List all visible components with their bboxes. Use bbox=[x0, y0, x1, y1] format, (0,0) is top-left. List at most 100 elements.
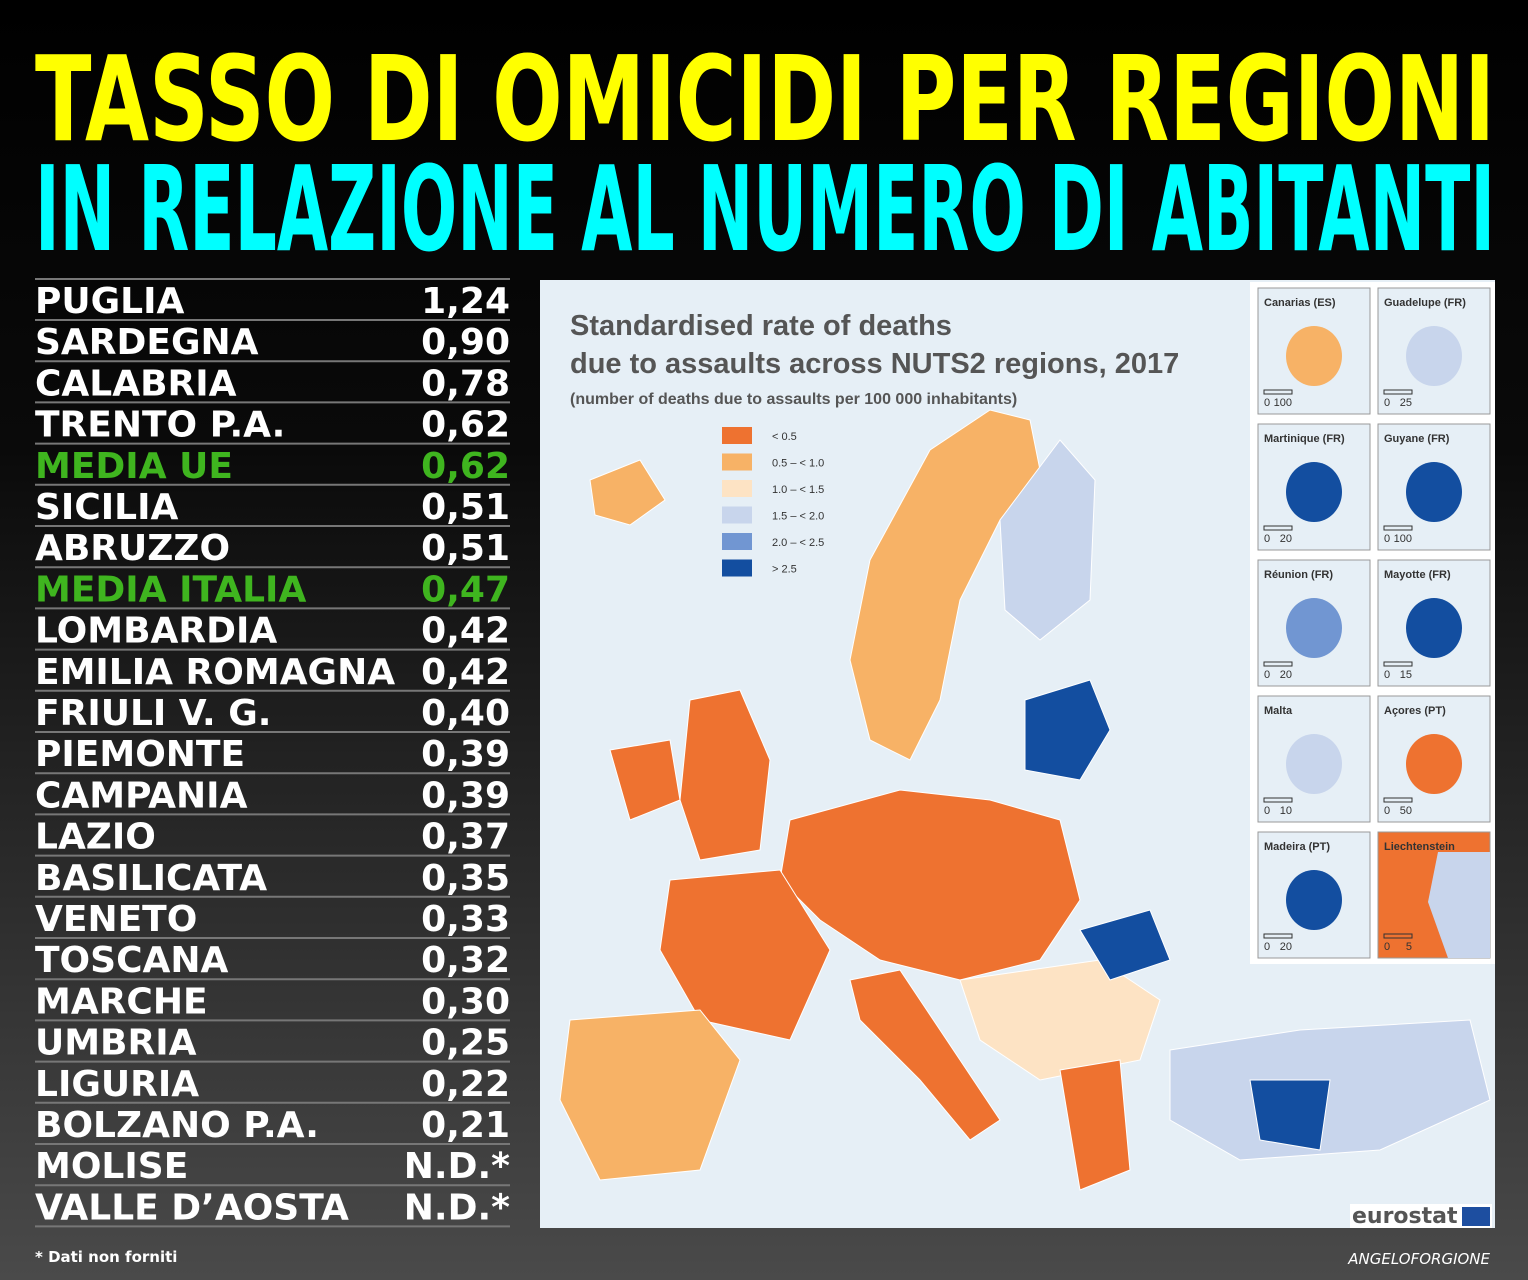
inset-label: Malta bbox=[1264, 705, 1293, 717]
central-europe bbox=[779, 789, 1081, 981]
legend-swatch bbox=[722, 453, 752, 471]
row-name: ABRUZZO bbox=[35, 528, 230, 569]
scale-bar bbox=[1383, 933, 1413, 939]
row-value: 0,22 bbox=[421, 1064, 510, 1105]
scale-label: 0 bbox=[1384, 669, 1390, 681]
row-value: 0,40 bbox=[421, 693, 510, 734]
row-value: 0,51 bbox=[421, 487, 510, 528]
scale-label: 0 bbox=[1384, 805, 1390, 817]
inset-shape bbox=[1406, 462, 1462, 522]
scale-label: 5 bbox=[1406, 941, 1412, 953]
romania-ne bbox=[1079, 909, 1171, 981]
scale-label: 100 bbox=[1274, 397, 1292, 409]
inset-shape bbox=[1286, 462, 1342, 522]
row-name: TRENTO P.A. bbox=[35, 405, 285, 446]
row-name: MOLISE bbox=[35, 1146, 188, 1187]
legend-swatch bbox=[722, 480, 752, 497]
scale-label: 0 bbox=[1264, 669, 1270, 681]
legend-label: 1.0 – < 1.5 bbox=[772, 484, 824, 496]
inset-shape bbox=[1406, 326, 1462, 386]
legend-label: < 0.5 bbox=[772, 431, 797, 443]
subtitle: IN RELAZIONE AL NUMERO DI ABITANTI bbox=[35, 140, 1495, 278]
row-value: N.D.* bbox=[404, 1146, 510, 1187]
scale-bar bbox=[1383, 797, 1413, 803]
legend-swatch bbox=[722, 506, 752, 524]
row-value: 0,37 bbox=[421, 817, 510, 858]
legend-label: 1.5 – < 2.0 bbox=[772, 511, 824, 523]
row-name: FRIULI V. G. bbox=[35, 693, 271, 734]
row-name: SARDEGNA bbox=[35, 322, 259, 363]
row-name: MEDIA UE bbox=[35, 446, 233, 487]
inset-shape bbox=[1428, 852, 1490, 958]
inset-shape bbox=[1286, 734, 1342, 794]
turkey-central bbox=[1249, 1079, 1331, 1151]
scale-bar bbox=[1383, 389, 1413, 395]
scale-bar bbox=[1263, 933, 1293, 939]
scale-bar bbox=[1263, 797, 1293, 803]
row-name: BOLZANO P.A. bbox=[35, 1105, 319, 1146]
turkey bbox=[1169, 1019, 1491, 1161]
inset-shape bbox=[1286, 870, 1342, 930]
iberia bbox=[559, 1009, 741, 1181]
row-value: 0,21 bbox=[421, 1105, 510, 1146]
row-name: EMILIA ROMAGNA bbox=[35, 652, 395, 693]
row-value: 0,47 bbox=[421, 569, 510, 610]
inset-label: Guyane (FR) bbox=[1384, 433, 1450, 445]
row-value: 0,62 bbox=[421, 405, 510, 446]
scale-label: 25 bbox=[1400, 397, 1412, 409]
title: TASSO DI OMICIDI PER REGIONI bbox=[35, 30, 1495, 168]
row-value: 0,35 bbox=[421, 858, 510, 899]
france bbox=[659, 869, 831, 1041]
inset-shape bbox=[1406, 598, 1462, 658]
row-name: CAMPANIA bbox=[35, 775, 248, 816]
map: Standardised rate of deaths due to assau… bbox=[540, 280, 1495, 1229]
row-value: 1,24 bbox=[421, 281, 510, 322]
legend-label: > 2.5 bbox=[772, 564, 797, 576]
map-title: Standardised rate of deaths bbox=[570, 310, 952, 342]
scale-bar bbox=[1263, 525, 1293, 531]
finland bbox=[999, 439, 1096, 641]
scale-label: 0 bbox=[1264, 941, 1270, 953]
row-name: SICILIA bbox=[35, 487, 178, 528]
iceland bbox=[589, 459, 666, 526]
row-name: CALABRIA bbox=[35, 363, 237, 404]
inset-label: Açores (PT) bbox=[1384, 705, 1446, 717]
row-name: VALLE D’AOSTA bbox=[35, 1187, 349, 1228]
greece bbox=[1059, 1059, 1131, 1191]
row-name: LIGURIA bbox=[35, 1064, 199, 1105]
scale-label: 20 bbox=[1280, 533, 1292, 545]
row-name: LOMBARDIA bbox=[35, 611, 277, 652]
scale-bar bbox=[1263, 661, 1293, 667]
map-subtitle: (number of deaths due to assaults per 10… bbox=[570, 391, 1017, 408]
row-name: TOSCANA bbox=[35, 940, 228, 981]
inset-label: Réunion (FR) bbox=[1264, 569, 1333, 581]
map-title: due to assaults across NUTS2 regions, 20… bbox=[570, 348, 1179, 380]
legend-swatch bbox=[722, 427, 752, 444]
baltics bbox=[1024, 679, 1111, 781]
inset-label: Mayotte (FR) bbox=[1384, 569, 1451, 581]
inset-label: Martinique (FR) bbox=[1264, 433, 1345, 445]
row-name: UMBRIA bbox=[35, 1023, 197, 1064]
row-value: 0,90 bbox=[421, 322, 510, 363]
scale-bar bbox=[1383, 661, 1413, 667]
inset-shape bbox=[1286, 326, 1342, 386]
legend-swatch bbox=[722, 533, 752, 550]
legend-label: 2.0 – < 2.5 bbox=[772, 537, 824, 549]
inset-label: Guadelupe (FR) bbox=[1384, 297, 1466, 309]
legend-label: 0.5 – < 1.0 bbox=[772, 458, 824, 470]
inset-label: Canarias (ES) bbox=[1264, 297, 1336, 309]
row-value: 0,30 bbox=[421, 981, 510, 1022]
scale-label: 0 bbox=[1264, 533, 1270, 545]
scale-label: 0 bbox=[1264, 805, 1270, 817]
eu-flag bbox=[1462, 1207, 1490, 1226]
row-value: 0,33 bbox=[421, 899, 510, 940]
scale-label: 15 bbox=[1400, 669, 1412, 681]
scale-label: 100 bbox=[1394, 533, 1412, 545]
scale-label: 10 bbox=[1280, 805, 1292, 817]
ireland bbox=[609, 739, 681, 821]
row-value: 0,78 bbox=[421, 363, 510, 404]
scale-label: 0 bbox=[1384, 533, 1390, 545]
credit: ANGELOFORGIONE bbox=[1347, 1250, 1490, 1268]
source-logo: eurostat bbox=[1352, 1204, 1458, 1229]
